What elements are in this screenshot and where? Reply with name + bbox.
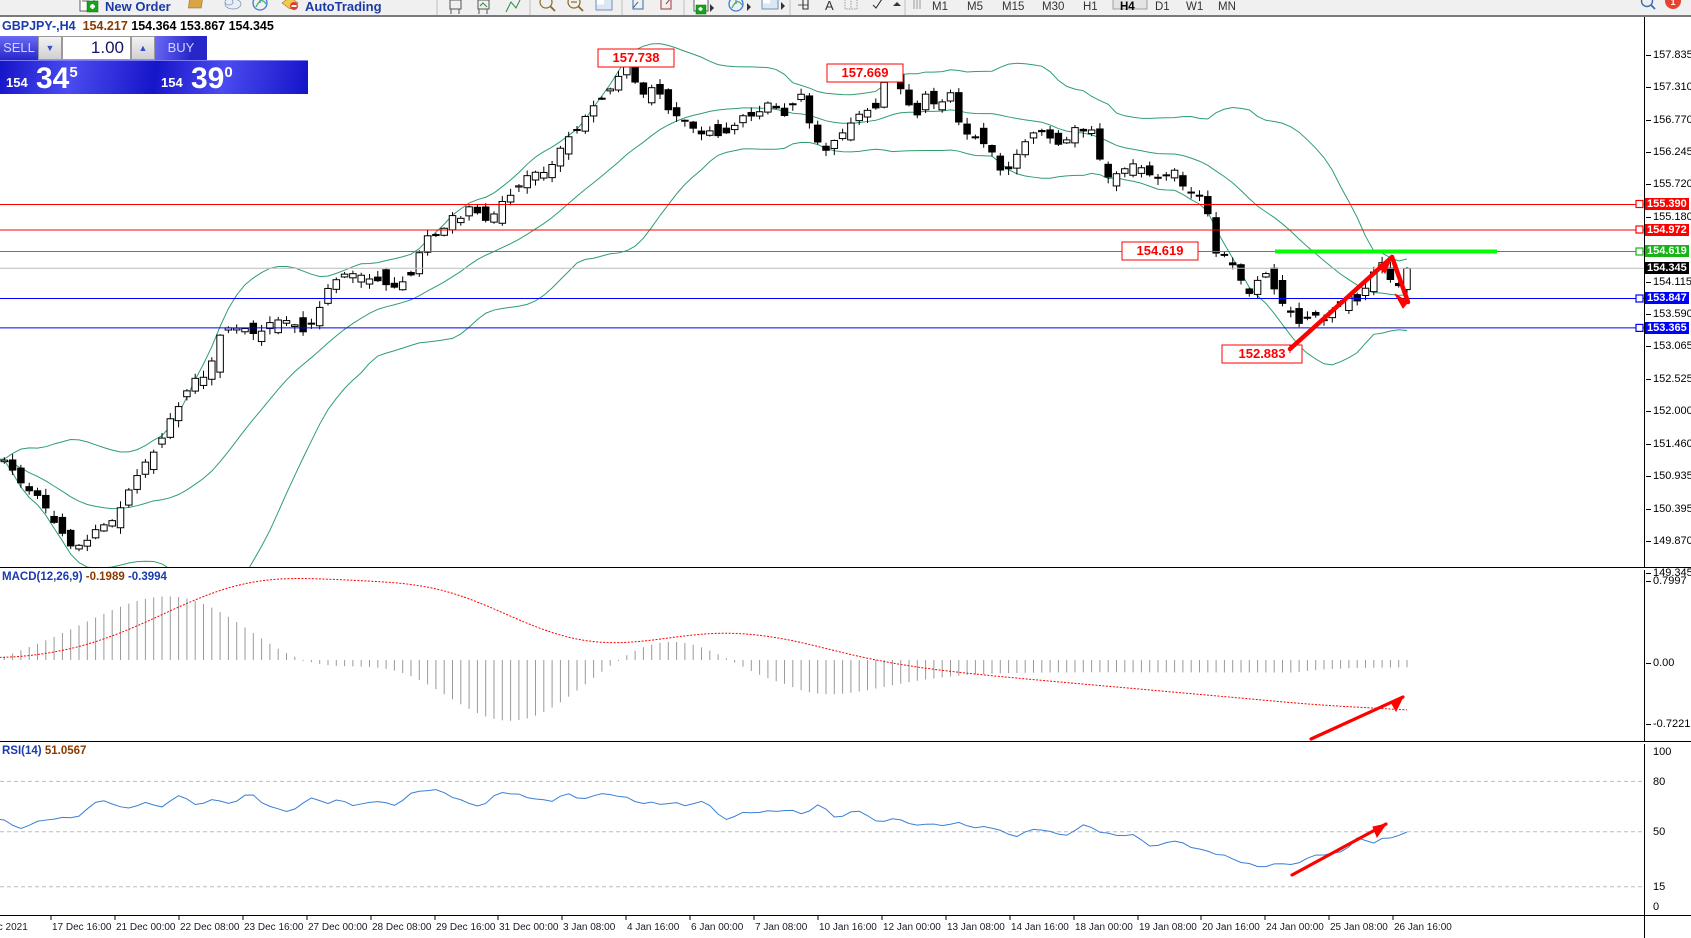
svg-text:A: A [825,0,834,13]
svg-text:M5: M5 [967,1,983,13]
svg-text:154.619: 154.619 [1137,243,1184,258]
svg-text:H4: H4 [1120,1,1135,13]
svg-text:1: 1 [1670,0,1675,7]
svg-text:M1: M1 [932,1,948,13]
svg-text:MN: MN [1218,1,1236,13]
svg-text:D1: D1 [1155,1,1170,13]
svg-text:M15: M15 [1002,1,1024,13]
svg-text:M30: M30 [1042,1,1064,13]
svg-text:157.738: 157.738 [613,50,660,65]
svg-text:New Order: New Order [105,0,171,14]
svg-text:157.669: 157.669 [842,65,889,80]
svg-text:H1: H1 [1083,1,1098,13]
svg-text:W1: W1 [1186,1,1203,13]
svg-text:152.883: 152.883 [1239,346,1286,361]
svg-text:AutoTrading: AutoTrading [305,0,382,14]
